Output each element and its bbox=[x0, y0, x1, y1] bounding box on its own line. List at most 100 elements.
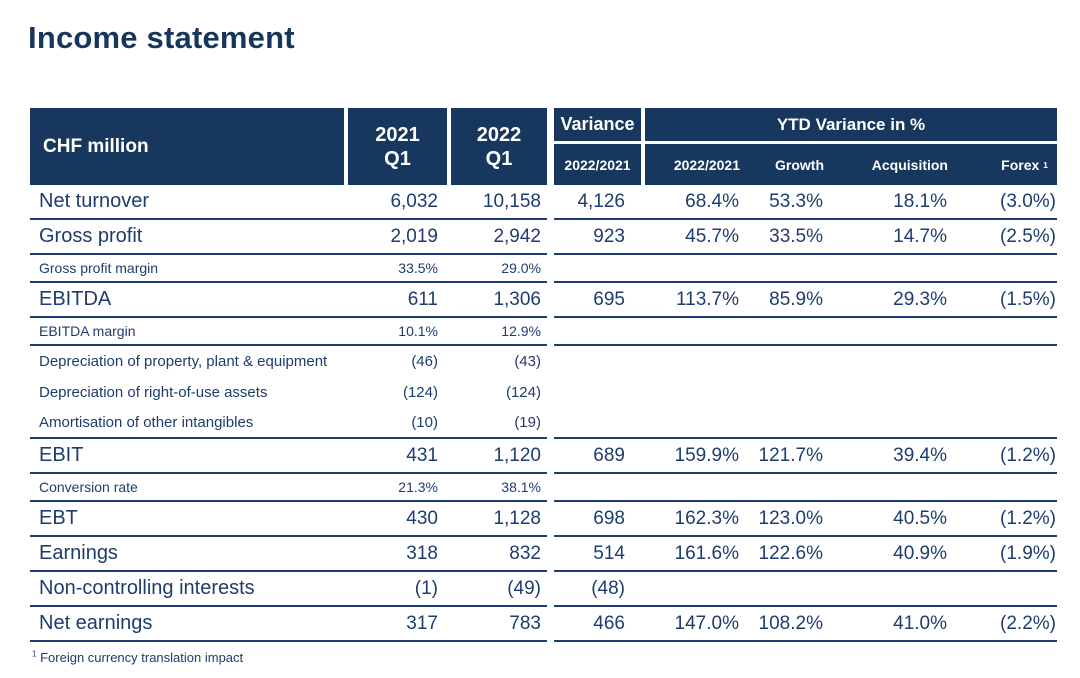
header-2022-line2: Q1 bbox=[485, 147, 513, 170]
value-2022-q1: 783 bbox=[509, 612, 541, 634]
row-label: Net earnings bbox=[39, 612, 153, 634]
value-2022-q1: 10,158 bbox=[482, 190, 541, 212]
value-growth: 53.3% bbox=[769, 190, 823, 212]
value-ytd-variance: 162.3% bbox=[674, 507, 739, 529]
value-forex: (1.2%) bbox=[1000, 507, 1056, 529]
row-column-gap bbox=[547, 185, 554, 220]
value-acquisition: 41.0% bbox=[893, 612, 947, 634]
table-row-6: Depreciation of property, plant & equipm… bbox=[30, 346, 1057, 377]
row-column-gap bbox=[547, 439, 554, 474]
value-variance: 466 bbox=[593, 612, 625, 634]
value-2022-q1: (43) bbox=[514, 353, 541, 370]
value-variance: 4,126 bbox=[577, 190, 625, 212]
footnote: 1 Foreign currency translation impact bbox=[32, 650, 243, 665]
value-growth: 122.6% bbox=[758, 542, 823, 564]
row-label: Net turnover bbox=[39, 190, 150, 212]
value-2022-q1: 1,120 bbox=[493, 444, 541, 466]
header-forex: Forex 1 bbox=[1001, 156, 1048, 173]
value-variance: 695 bbox=[593, 288, 625, 310]
value-acquisition: 40.9% bbox=[893, 542, 947, 564]
row-column-gap bbox=[547, 502, 554, 537]
value-acquisition: 39.4% bbox=[893, 444, 947, 466]
header-forex-label: Forex bbox=[1001, 156, 1040, 173]
value-2022-q1: 832 bbox=[509, 542, 541, 564]
value-forex: (2.5%) bbox=[1000, 225, 1056, 247]
table-header: CHF million 2021 Q1 2022 Q1 Variance 202… bbox=[30, 108, 1057, 185]
value-2022-q1: 1,128 bbox=[493, 507, 541, 529]
row-label: Gross profit margin bbox=[39, 260, 159, 276]
table-row-14: Net earnings 317 783 466 147.0% 108.2% 4… bbox=[30, 607, 1057, 642]
value-growth: 108.2% bbox=[758, 612, 823, 634]
value-variance: 698 bbox=[593, 507, 625, 529]
table-row-10: Conversion rate 21.3% 38.1% bbox=[30, 474, 1057, 502]
header-ytd-2022-2021: 2022/2021 bbox=[673, 156, 740, 173]
value-2021-q1: (46) bbox=[411, 353, 438, 370]
table-row-4: EBITDA 611 1,306 695 113.7% 85.9% 29.3% … bbox=[30, 283, 1057, 318]
table-row-12: Earnings 318 832 514 161.6% 122.6% 40.9%… bbox=[30, 537, 1057, 572]
header-growth: Growth bbox=[775, 156, 824, 173]
value-variance: 923 bbox=[593, 225, 625, 247]
header-acquisition: Acquisition bbox=[871, 156, 948, 173]
value-2022-q1: 2,942 bbox=[493, 225, 541, 247]
value-ytd-variance: 68.4% bbox=[685, 190, 739, 212]
value-2022-q1: (49) bbox=[507, 577, 541, 599]
footnote-marker: 1 bbox=[32, 649, 37, 659]
table-row-1: Net turnover 6,032 10,158 4,126 68.4% 53… bbox=[30, 185, 1057, 220]
table-body: Net turnover 6,032 10,158 4,126 68.4% 53… bbox=[30, 185, 1057, 642]
table-row-13: Non-controlling interests (1) (49) (48) bbox=[30, 572, 1057, 607]
header-ytd-variance: YTD Variance in % bbox=[645, 108, 1057, 144]
table-row-8: Amortisation of other intangibles (10) (… bbox=[30, 408, 1057, 439]
row-label: Amortisation of other intangibles bbox=[39, 414, 254, 431]
value-ytd-variance: 147.0% bbox=[674, 612, 739, 634]
value-growth: 121.7% bbox=[758, 444, 823, 466]
value-ytd-variance: 161.6% bbox=[674, 542, 739, 564]
row-column-gap bbox=[547, 255, 554, 283]
page-title: Income statement bbox=[28, 20, 295, 55]
value-forex: (1.2%) bbox=[1000, 444, 1056, 466]
table-row-9: EBIT 431 1,120 689 159.9% 121.7% 39.4% (… bbox=[30, 439, 1057, 474]
value-2022-q1: 29.0% bbox=[501, 260, 541, 276]
table-row-5: EBITDA margin 10.1% 12.9% bbox=[30, 318, 1057, 346]
row-column-gap bbox=[547, 220, 554, 255]
value-forex: (3.0%) bbox=[1000, 190, 1056, 212]
value-2021-q1: 21.3% bbox=[398, 479, 438, 495]
value-2022-q1: (124) bbox=[505, 384, 541, 401]
value-acquisition: 29.3% bbox=[893, 288, 947, 310]
row-column-gap bbox=[547, 537, 554, 572]
header-2021-line1: 2021 bbox=[375, 123, 420, 146]
row-column-gap bbox=[547, 474, 554, 502]
header-variance-sub: 2022/2021 bbox=[564, 156, 631, 173]
row-column-gap bbox=[547, 318, 554, 346]
value-variance: (48) bbox=[591, 577, 625, 599]
value-variance: 689 bbox=[593, 444, 625, 466]
header-chf-million: CHF million bbox=[30, 108, 344, 185]
row-label: Depreciation of property, plant & equipm… bbox=[39, 353, 328, 370]
row-column-gap bbox=[547, 346, 554, 377]
value-2021-q1: (10) bbox=[411, 414, 438, 431]
value-forex: (1.5%) bbox=[1000, 288, 1056, 310]
value-ytd-variance: 45.7% bbox=[685, 225, 739, 247]
value-2021-q1: 2,019 bbox=[390, 225, 438, 247]
value-2021-q1: 317 bbox=[406, 612, 438, 634]
value-growth: 33.5% bbox=[769, 225, 823, 247]
value-2021-q1: (124) bbox=[402, 384, 438, 401]
value-2021-q1: 33.5% bbox=[398, 260, 438, 276]
row-label: Earnings bbox=[39, 542, 118, 564]
table-row-3: Gross profit margin 33.5% 29.0% bbox=[30, 255, 1057, 283]
row-column-gap bbox=[547, 283, 554, 318]
header-variance: Variance bbox=[554, 108, 641, 144]
header-ytd-group: YTD Variance in % 2022/2021 Growth Acqui… bbox=[645, 108, 1057, 185]
value-acquisition: 14.7% bbox=[893, 225, 947, 247]
value-growth: 85.9% bbox=[769, 288, 823, 310]
table-row-2: Gross profit 2,019 2,942 923 45.7% 33.5%… bbox=[30, 220, 1057, 255]
value-2021-q1: 318 bbox=[406, 542, 438, 564]
value-acquisition: 40.5% bbox=[893, 507, 947, 529]
row-label: EBIT bbox=[39, 444, 84, 466]
header-variance-group: Variance 2022/2021 bbox=[554, 108, 641, 185]
row-column-gap bbox=[547, 572, 554, 607]
value-2021-q1: 6,032 bbox=[390, 190, 438, 212]
value-variance: 514 bbox=[593, 542, 625, 564]
value-2022-q1: 12.9% bbox=[501, 323, 541, 339]
header-2021-q1: 2021 Q1 bbox=[348, 108, 447, 185]
value-2021-q1: (1) bbox=[414, 577, 438, 599]
